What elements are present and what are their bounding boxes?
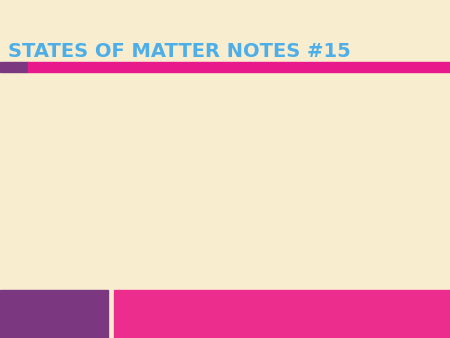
Bar <box>0 290 108 338</box>
Bar <box>0 62 28 72</box>
Bar <box>114 290 450 338</box>
Bar <box>28 62 450 72</box>
Text: STATES OF MATTER NOTES #15: STATES OF MATTER NOTES #15 <box>8 42 351 61</box>
